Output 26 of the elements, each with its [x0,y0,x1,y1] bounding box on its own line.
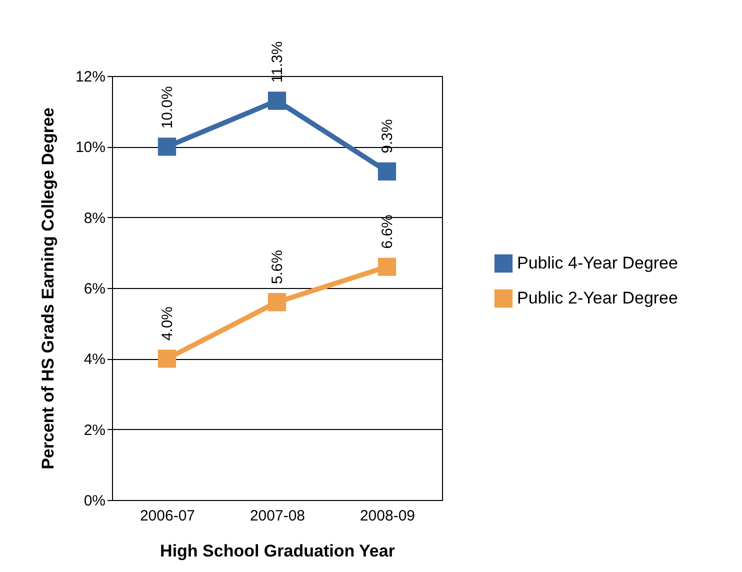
point [158,138,176,156]
data-label: 5.6% [269,250,286,284]
y-tick-label: 12% [75,68,106,86]
y-tick-label: 0% [84,492,106,510]
point [268,293,286,312]
legend-label: Public 2-Year Degree [517,288,678,308]
data-label: 9.3% [379,119,396,154]
point [378,258,396,276]
data-label: 10.0% [159,86,176,129]
y-tick-label: 8% [84,210,106,227]
legend-label: Public 4-Year Degree [517,254,678,272]
data-label: 6.6% [379,214,396,249]
x-axis-title: High School Graduation Year [160,542,396,560]
point [268,92,286,110]
y-tick-label: 2% [84,422,106,439]
y-tick-label: 6% [84,280,106,298]
y-tick-label: 10% [75,139,106,156]
data-label: 4.0% [159,306,176,341]
x-tick-label: 2008-09 [360,508,416,524]
point [378,162,396,180]
y-axis-title: Percent of HS Grads Earning College Degree [38,108,58,470]
data-label: 11.3% [269,41,286,83]
point [158,350,176,368]
x-tick-label: 2006-07 [140,508,196,524]
y-tick-label: 4% [84,351,106,368]
x-tick-label: 2007-08 [250,508,306,524]
